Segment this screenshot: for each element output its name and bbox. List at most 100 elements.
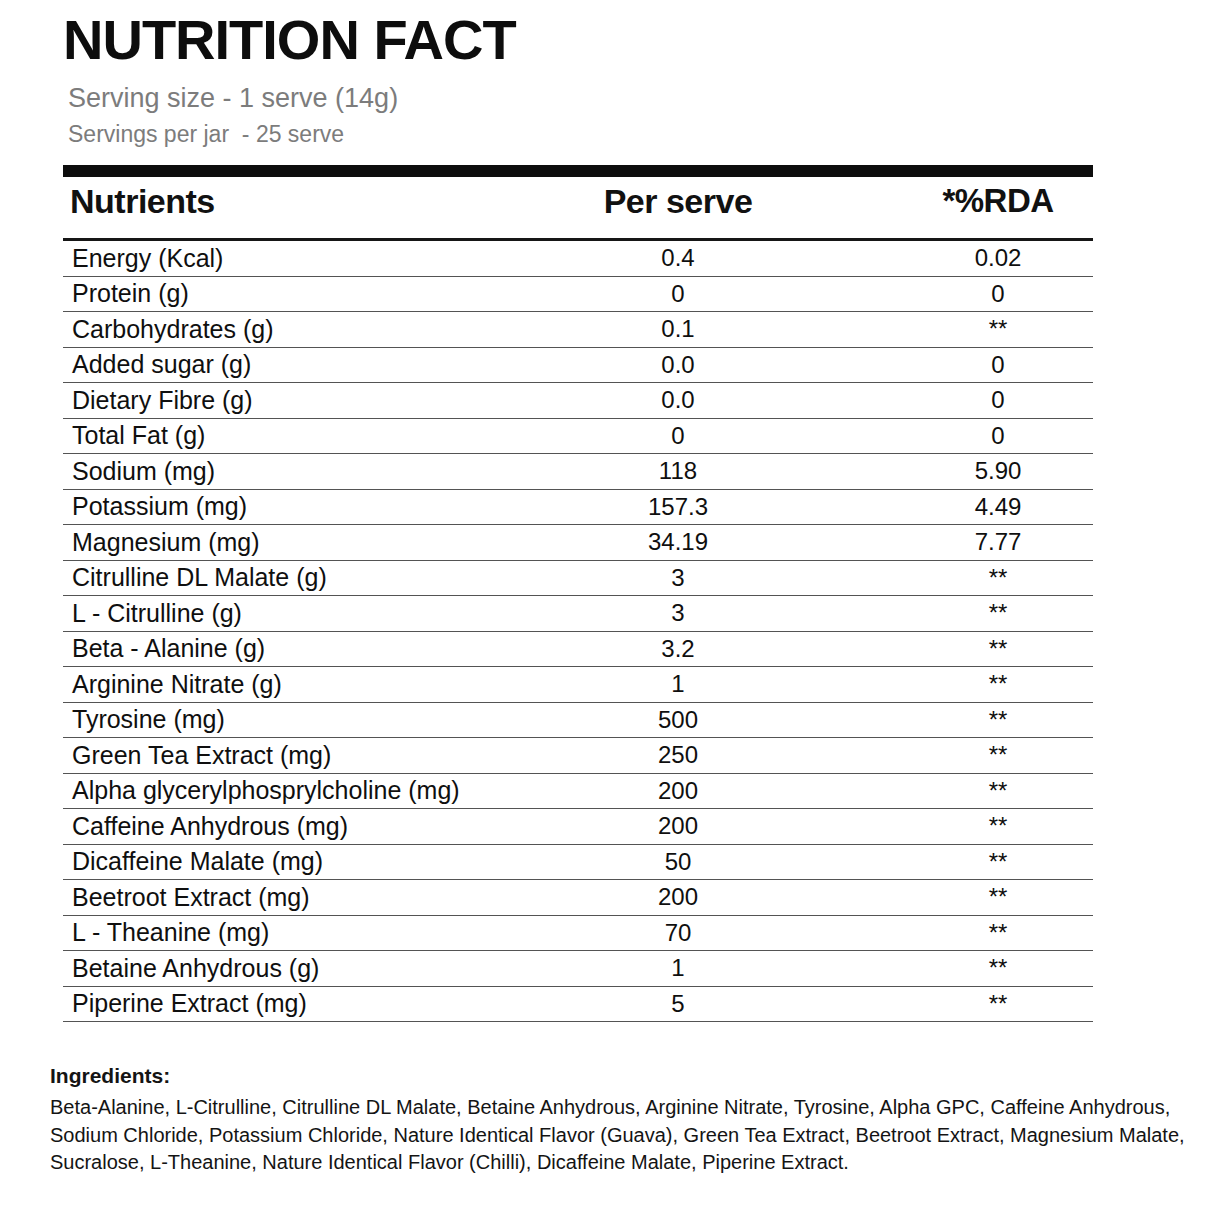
- table-header-row: Nutrients Per serve *%RDA: [63, 177, 1093, 238]
- per-serve-value: 250: [513, 741, 843, 769]
- rda-value: 7.77: [873, 528, 1123, 556]
- table-row: Alpha glycerylphosprylcholine (mg)200**: [63, 774, 1093, 810]
- rda-value: **: [873, 812, 1123, 840]
- per-serve-value: 1: [513, 954, 843, 982]
- nutrient-name: Protein (g): [63, 279, 513, 308]
- rda-value: **: [873, 315, 1123, 343]
- table-row: Beetroot Extract (mg)200**: [63, 880, 1093, 916]
- nutrient-name: Energy (Kcal): [63, 244, 513, 273]
- per-serve-value: 0.4: [513, 244, 843, 272]
- table-row: L - Theanine (mg)70**: [63, 916, 1093, 952]
- nutrient-name: Beta - Alanine (g): [63, 634, 513, 663]
- nutrient-name: Caffeine Anhydrous (mg): [63, 812, 513, 841]
- nutrient-name: Citrulline DL Malate (g): [63, 563, 513, 592]
- table-row: L - Citrulline (g)3**: [63, 596, 1093, 632]
- per-serve-value: 200: [513, 883, 843, 911]
- per-serve-value: 34.19: [513, 528, 843, 556]
- rda-value: **: [873, 564, 1123, 592]
- table-row: Energy (Kcal)0.40.02: [63, 241, 1093, 277]
- table-row: Beta - Alanine (g)3.2**: [63, 632, 1093, 668]
- ingredients-section: Ingredients: Beta-Alanine, L-Citrulline,…: [50, 1064, 1190, 1177]
- per-serve-value: 0.0: [513, 386, 843, 414]
- page-title: NUTRITION FACT: [63, 12, 1215, 68]
- rda-value: **: [873, 635, 1123, 663]
- table-row: Potassium (mg)157.34.49: [63, 490, 1093, 526]
- table-row: Dicaffeine Malate (mg)50**: [63, 845, 1093, 881]
- nutrient-name: Beetroot Extract (mg): [63, 883, 513, 912]
- rda-value: **: [873, 883, 1123, 911]
- nutrient-name: Dietary Fibre (g): [63, 386, 513, 415]
- nutrient-name: Tyrosine (mg): [63, 705, 513, 734]
- ingredients-label: Ingredients:: [50, 1064, 1190, 1088]
- table-row: Dietary Fibre (g)0.00: [63, 383, 1093, 419]
- nutrient-name: Potassium (mg): [63, 492, 513, 521]
- per-serve-value: 157.3: [513, 493, 843, 521]
- per-serve-value: 118: [513, 457, 843, 485]
- table-row: Magnesium (mg)34.197.77: [63, 525, 1093, 561]
- nutrient-name: Magnesium (mg): [63, 528, 513, 557]
- per-serve-value: 500: [513, 706, 843, 734]
- nutrient-name: Carbohydrates (g): [63, 315, 513, 344]
- per-serve-value: 3: [513, 564, 843, 592]
- per-serve-value: 0: [513, 280, 843, 308]
- nutrient-name: Dicaffeine Malate (mg): [63, 847, 513, 876]
- nutrient-rows: Energy (Kcal)0.40.02Protein (g)00Carbohy…: [63, 241, 1093, 1022]
- per-serve-value: 1: [513, 670, 843, 698]
- table-row: Caffeine Anhydrous (mg)200**: [63, 809, 1093, 845]
- per-serve-value: 70: [513, 919, 843, 947]
- rda-value: 0: [873, 351, 1123, 379]
- nutrient-name: Arginine Nitrate (g): [63, 670, 513, 699]
- nutrition-table: Nutrients Per serve *%RDA Energy (Kcal)0…: [63, 165, 1093, 1022]
- table-row: Sodium (mg)1185.90: [63, 454, 1093, 490]
- rda-value: 4.49: [873, 493, 1123, 521]
- ingredients-text: Beta-Alanine, L-Citrulline, Citrulline D…: [50, 1094, 1190, 1177]
- per-serve-value: 5: [513, 990, 843, 1018]
- table-row: Tyrosine (mg)500**: [63, 703, 1093, 739]
- rda-value: **: [873, 741, 1123, 769]
- per-serve-value: 50: [513, 848, 843, 876]
- rda-value: **: [873, 599, 1123, 627]
- nutrient-name: Alpha glycerylphosprylcholine (mg): [63, 776, 513, 805]
- serving-size-text: Serving size - 1 serve (14g): [68, 83, 1215, 114]
- column-header-per-serve: Per serve: [513, 182, 843, 221]
- rda-value: 0.02: [873, 244, 1123, 272]
- nutrient-name: Added sugar (g): [63, 350, 513, 379]
- servings-per-jar-text: Servings per jar - 25 serve: [68, 121, 1215, 148]
- rda-value: **: [873, 848, 1123, 876]
- per-serve-value: 200: [513, 812, 843, 840]
- rda-value: **: [873, 919, 1123, 947]
- per-serve-value: 0.0: [513, 351, 843, 379]
- table-row: Protein (g)00: [63, 277, 1093, 313]
- per-serve-value: 3: [513, 599, 843, 627]
- table-row: Piperine Extract (mg)5**: [63, 987, 1093, 1023]
- per-serve-value: 3.2: [513, 635, 843, 663]
- table-row: Total Fat (g)00: [63, 419, 1093, 455]
- per-serve-value: 0: [513, 422, 843, 450]
- rda-value: **: [873, 706, 1123, 734]
- rda-value: 0: [873, 386, 1123, 414]
- table-row: Betaine Anhydrous (g)1**: [63, 951, 1093, 987]
- nutrition-label-page: NUTRITION FACT Serving size - 1 serve (1…: [0, 12, 1215, 1215]
- nutrient-name: Total Fat (g): [63, 421, 513, 450]
- nutrient-name: Sodium (mg): [63, 457, 513, 486]
- table-row: Arginine Nitrate (g)1**: [63, 667, 1093, 703]
- column-header-rda: *%RDA: [873, 182, 1123, 220]
- rda-value: **: [873, 670, 1123, 698]
- rda-value: 5.90: [873, 457, 1123, 485]
- rda-value: **: [873, 954, 1123, 982]
- table-top-bar: [63, 165, 1093, 177]
- table-row: Citrulline DL Malate (g)3**: [63, 561, 1093, 597]
- nutrient-name: L - Theanine (mg): [63, 918, 513, 947]
- column-header-nutrients: Nutrients: [63, 182, 513, 221]
- nutrient-name: Betaine Anhydrous (g): [63, 954, 513, 983]
- nutrient-name: L - Citrulline (g): [63, 599, 513, 628]
- rda-value: **: [873, 990, 1123, 1018]
- rda-value: 0: [873, 422, 1123, 450]
- per-serve-value: 0.1: [513, 315, 843, 343]
- table-row: Green Tea Extract (mg)250**: [63, 738, 1093, 774]
- rda-value: **: [873, 777, 1123, 805]
- per-serve-value: 200: [513, 777, 843, 805]
- table-row: Added sugar (g)0.00: [63, 348, 1093, 384]
- nutrient-name: Piperine Extract (mg): [63, 989, 513, 1018]
- nutrient-name: Green Tea Extract (mg): [63, 741, 513, 770]
